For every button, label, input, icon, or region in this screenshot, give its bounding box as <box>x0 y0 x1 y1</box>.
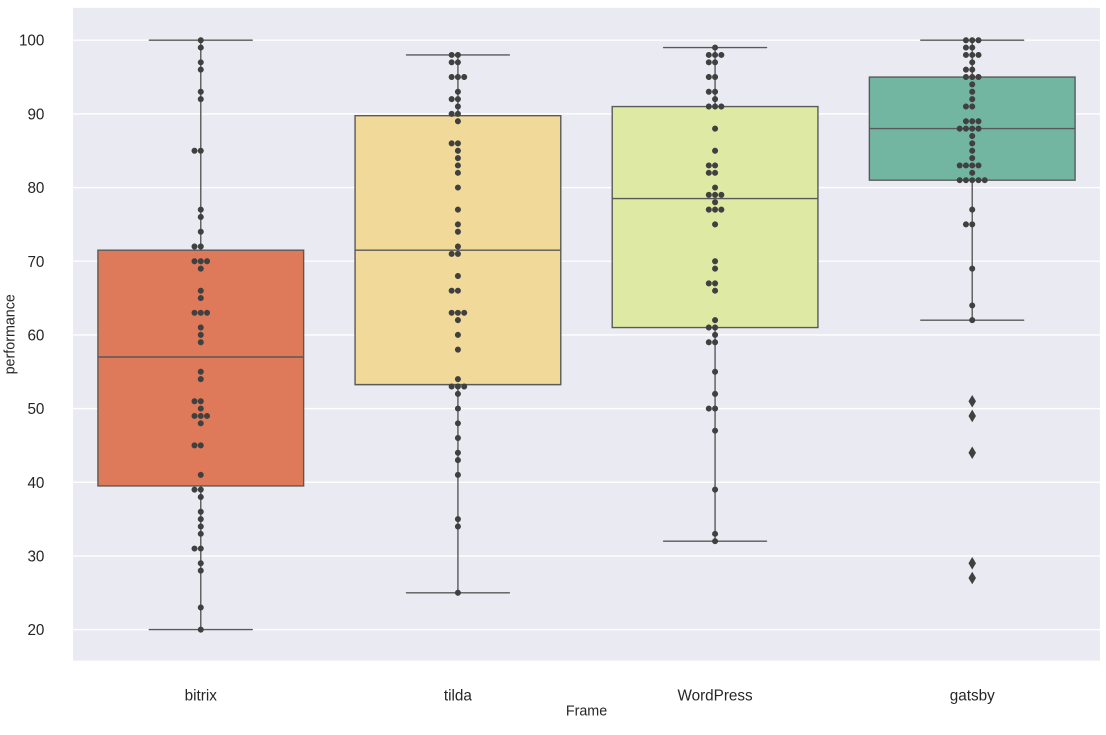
svg-text:WordPress: WordPress <box>677 687 753 704</box>
svg-text:performance: performance <box>3 294 19 374</box>
svg-text:20: 20 <box>27 622 44 639</box>
svg-text:40: 40 <box>27 475 44 492</box>
svg-text:Frame: Frame <box>566 703 607 719</box>
svg-text:80: 80 <box>27 180 44 197</box>
svg-text:gatsby: gatsby <box>950 687 995 704</box>
svg-text:100: 100 <box>19 33 44 50</box>
svg-text:bitrix: bitrix <box>185 687 218 704</box>
svg-text:50: 50 <box>27 401 44 418</box>
svg-text:70: 70 <box>27 254 44 271</box>
svg-text:60: 60 <box>27 327 44 344</box>
svg-text:30: 30 <box>27 548 44 565</box>
svg-text:90: 90 <box>27 106 44 123</box>
svg-text:tilda: tilda <box>444 687 473 704</box>
